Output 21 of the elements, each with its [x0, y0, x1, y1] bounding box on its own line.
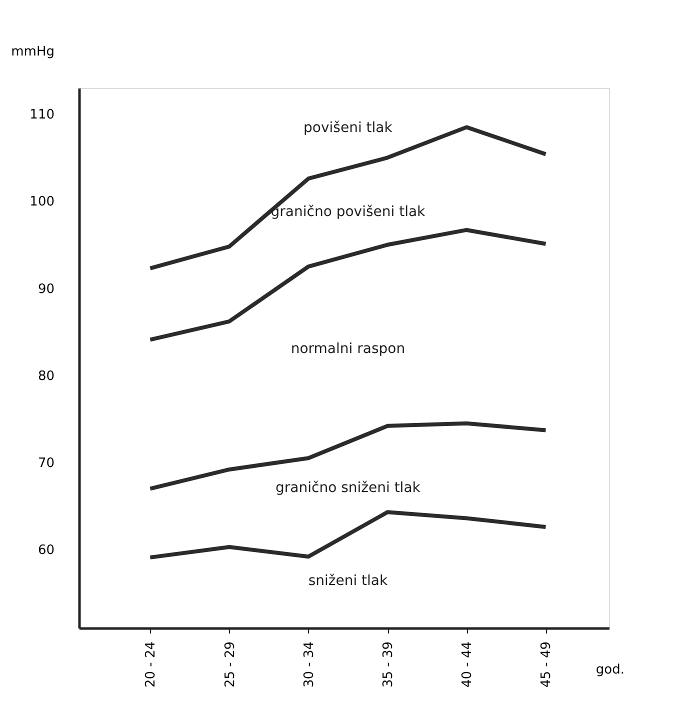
x-axis-title: god.: [596, 662, 624, 678]
y-tick-label: 60: [38, 543, 54, 558]
line-series: [148, 510, 548, 560]
annotation: granično sniženi tlak: [276, 480, 422, 496]
x-tick-label: 20 - 24: [144, 642, 159, 688]
x-tick-label: 45 - 49: [539, 642, 554, 688]
y-tick-label: 110: [30, 108, 54, 123]
line-series: [148, 228, 548, 342]
x-tick-label: 30 - 34: [302, 642, 317, 688]
y-tick-label: 90: [38, 282, 54, 297]
y-tick-label: 80: [38, 368, 54, 384]
annotation: sniženi tlak: [308, 573, 388, 590]
annotation: povišeni tlak: [304, 120, 394, 136]
y-tick-label: 70: [38, 456, 54, 472]
y-axis-title: mmHg: [11, 44, 54, 60]
x-tick-label: 35 - 39: [381, 642, 396, 688]
annotation: normalni raspon: [290, 340, 406, 357]
x-tick-label: 25 - 29: [222, 642, 238, 688]
annotation: granično povišeni tlak: [270, 204, 426, 220]
y-tick-label: 100: [30, 194, 54, 210]
x-tick-label: 40 - 44: [460, 642, 476, 688]
